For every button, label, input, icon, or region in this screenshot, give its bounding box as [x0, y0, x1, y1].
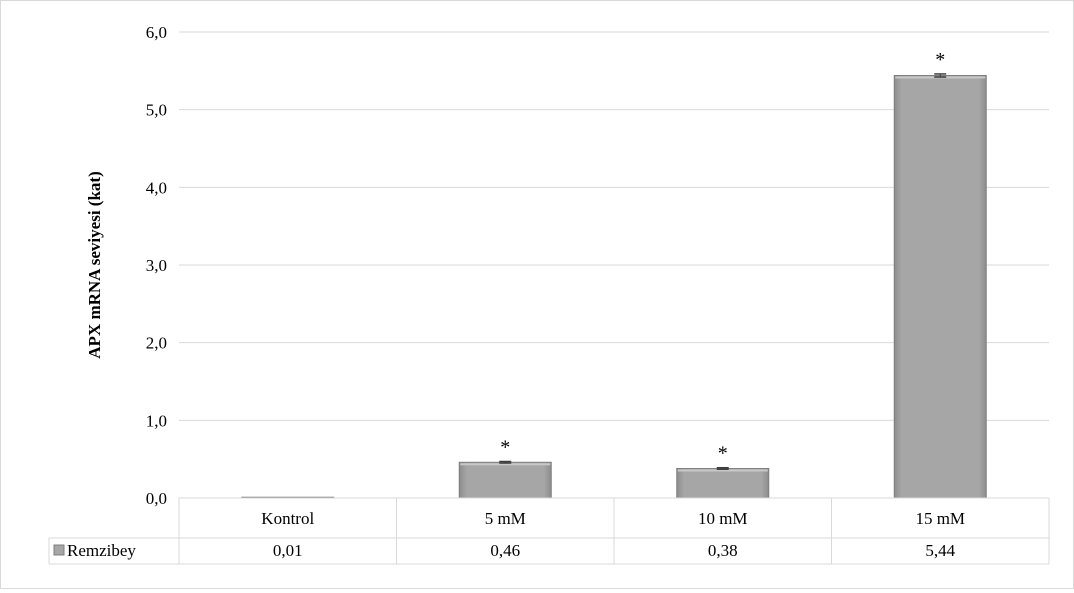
data-table-value: 5,44: [925, 541, 955, 560]
y-tick-label: 6,0: [146, 23, 167, 42]
x-category-label: 5 mM: [485, 509, 526, 528]
significance-marker: *: [500, 436, 510, 458]
x-category-label: Kontrol: [261, 509, 314, 528]
y-tick-label: 5,0: [146, 101, 167, 120]
y-tick-label: 3,0: [146, 256, 167, 275]
bar: [676, 467, 770, 499]
y-tick-label: 1,0: [146, 411, 167, 430]
bar: [893, 74, 987, 499]
y-axis-label: APX mRNA seviyesi (kat): [85, 171, 104, 358]
x-category-label: 15 mM: [915, 509, 965, 528]
significance-marker: *: [718, 443, 728, 465]
bar: [458, 461, 552, 499]
y-tick-label: 2,0: [146, 334, 167, 353]
y-tick-label: 4,0: [146, 178, 167, 197]
data-table-value: 0,46: [490, 541, 520, 560]
data-table-value: 0,38: [708, 541, 738, 560]
data-table-value: 0,01: [273, 541, 303, 560]
significance-marker: *: [935, 49, 945, 71]
legend-series-name: Remzibey: [67, 541, 136, 560]
bar-highlight: [460, 463, 551, 466]
y-tick-label: 0,0: [146, 489, 167, 508]
x-category-label: 10 mM: [698, 509, 748, 528]
bar-highlight: [677, 469, 768, 472]
legend-swatch: [53, 544, 65, 556]
